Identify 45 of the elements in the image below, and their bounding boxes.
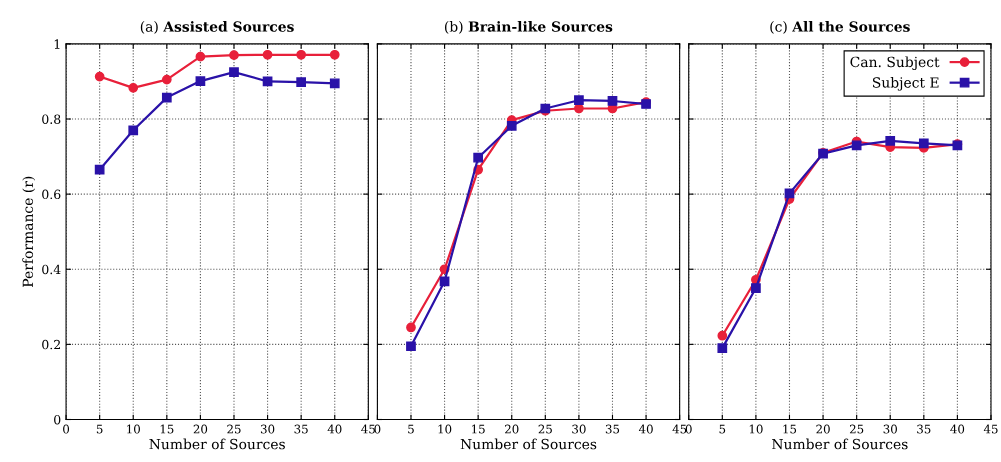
x-tick-label: 5 (96, 424, 103, 434)
legend-label: Subject E (872, 76, 939, 91)
x-tick-label: 0 (63, 424, 70, 434)
x-tick-label: 0 (374, 424, 381, 434)
chart-title: (c) All the Sources (770, 21, 910, 34)
x-tick-label: 25 (227, 424, 241, 434)
x-tick-label: 10 (438, 424, 452, 434)
x-tick-label: 40 (327, 424, 342, 434)
x-tick-label: 45 (361, 424, 375, 434)
legend-label: Can. Subject (850, 56, 940, 71)
x-tick-label: 35 (917, 424, 931, 434)
x-tick-label: 20 (505, 424, 519, 434)
x-tick-label: 20 (816, 424, 830, 434)
y-axis-title: Performance (r) (22, 176, 36, 287)
x-tick-label: 45 (672, 424, 687, 434)
x-tick-label: 35 (605, 424, 620, 434)
x-tick-label: 30 (883, 424, 897, 434)
x-tick-label: 15 (472, 424, 485, 434)
y-tick-label: 0.6 (42, 189, 61, 200)
x-axis-title: Number of Sources (772, 438, 908, 450)
x-axis-title: Number of Sources (149, 438, 285, 450)
chart-title: (b) Brain-like Sources (444, 21, 613, 34)
x-tick-label: 0 (685, 424, 692, 434)
y-tick-label: 0.2 (42, 339, 60, 350)
y-tick-label: 0 (54, 414, 61, 425)
x-tick-label: 40 (950, 424, 965, 434)
x-tick-label: 45 (983, 424, 998, 434)
x-tick-label: 15 (160, 424, 174, 434)
y-tick-label: 0.8 (42, 114, 61, 124)
x-tick-label: 5 (408, 424, 414, 434)
chart-title: (a) Assisted Sources (140, 21, 294, 34)
x-tick-label: 25 (538, 424, 552, 434)
y-tick-label: 0.4 (42, 264, 61, 275)
x-tick-label: 10 (127, 424, 140, 434)
x-tick-label: 25 (849, 424, 864, 434)
x-tick-label: 30 (572, 424, 586, 434)
x-tick-label: 10 (749, 424, 763, 434)
x-tick-label: 40 (638, 424, 653, 434)
x-tick-label: 20 (193, 424, 208, 434)
x-tick-label: 15 (783, 424, 797, 434)
x-tick-label: 30 (260, 424, 275, 434)
y-tick-label: 1 (54, 39, 60, 49)
x-tick-label: 5 (719, 424, 726, 434)
x-axis-title: Number of Sources (460, 438, 597, 450)
x-tick-label: 35 (294, 424, 308, 434)
